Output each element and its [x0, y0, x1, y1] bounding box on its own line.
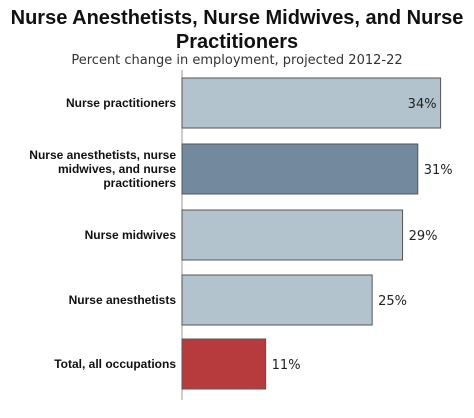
- chart-title: Nurse Anesthetists, Nurse Midwives, and …: [0, 6, 474, 54]
- category-label-line: Nurse midwives: [85, 228, 177, 242]
- category-label-line: practitioners: [103, 176, 176, 190]
- value-label-2: 29%: [409, 229, 438, 244]
- bars-group: 34% Nurse practitioners 31% Nurse anestheti…: [29, 77, 453, 390]
- value-label-4: 11%: [272, 358, 301, 373]
- category-label-1: Nurse anesthetists, nurse midwives, and n…: [29, 148, 176, 190]
- category-label-line: midwives, and nurse: [58, 162, 176, 176]
- chart-subtitle: Percent change in employment, projected …: [71, 53, 403, 68]
- bar-3: [181, 274, 373, 326]
- value-label-3: 25%: [378, 294, 407, 309]
- bar-2: [181, 209, 404, 261]
- category-label-3: Nurse anesthetists: [69, 293, 177, 307]
- category-label-line: Nurse practitioners: [66, 96, 176, 110]
- chart-title-text: Nurse Anesthetists, Nurse Midwives, and …: [10, 7, 464, 53]
- bar-1: [181, 143, 419, 195]
- category-label-line: Nurse anesthetists, nurse: [29, 148, 176, 162]
- category-label-line: Nurse anesthetists: [69, 293, 177, 307]
- value-label-1: 31%: [424, 163, 453, 178]
- bar-4: [181, 338, 267, 390]
- category-label-4: Total, all occupations: [54, 357, 176, 371]
- value-label-0: 34%: [408, 97, 437, 112]
- bar-0: [181, 77, 442, 129]
- category-label-2: Nurse midwives: [85, 228, 177, 242]
- category-label-line: Total, all occupations: [54, 357, 176, 371]
- category-label-0: Nurse practitioners: [66, 96, 176, 110]
